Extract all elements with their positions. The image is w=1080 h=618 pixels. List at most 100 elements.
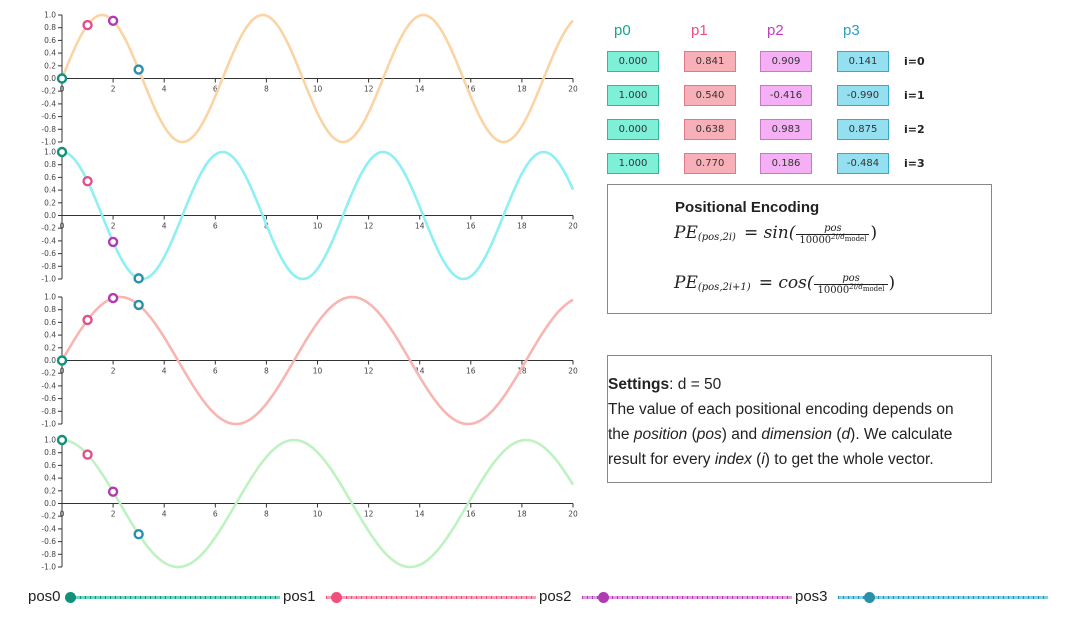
x-tick-label: 18 xyxy=(517,510,527,519)
point-p3 xyxy=(133,299,144,311)
row-label-i=1: i=1 xyxy=(904,89,925,102)
y-tick-label: -0.4 xyxy=(41,236,56,245)
y-tick-label: 0.6 xyxy=(44,173,56,182)
x-tick-label: 14 xyxy=(415,367,425,376)
f2-eq: = cos( xyxy=(758,272,814,293)
y-tick-label: 1.0 xyxy=(44,11,56,20)
slider-knob-pos2[interactable] xyxy=(597,592,609,603)
point-p1 xyxy=(82,314,93,326)
point-p3 xyxy=(133,64,144,75)
x-tick-label: 2 xyxy=(111,510,116,519)
y-tick-label: -0.6 xyxy=(41,249,56,258)
settings-label: Settings xyxy=(608,376,670,393)
y-tick-label: -0.6 xyxy=(41,112,56,121)
x-tick-label: 20 xyxy=(568,85,578,94)
point-p0 xyxy=(56,355,68,366)
cell-p3-i=1: -0.990 xyxy=(837,85,889,106)
x-tick-label: 0 xyxy=(60,222,65,231)
chart-0: 1.0 0.8 0.6 0.4 0.2 0.0 -0.2 -0.4 -0.6 -0.8 -1.0 0 2… xyxy=(41,11,578,147)
point-p0 xyxy=(56,73,68,84)
x-tick-label: 0 xyxy=(60,85,65,94)
y-tick-label: -0.2 xyxy=(41,87,56,96)
cell-p2-i=3: 0.186 xyxy=(760,153,812,174)
cell-p3-i=2: 0.875 xyxy=(837,119,889,140)
x-tick-label: 16 xyxy=(466,367,476,376)
slider-track-pos3[interactable] xyxy=(838,596,1048,599)
cell-p0-i=2: 0.000 xyxy=(607,119,659,140)
f2-exp: 2i/d xyxy=(849,283,863,291)
y-tick-label: -0.8 xyxy=(41,407,56,416)
s-l2d: ( xyxy=(832,426,842,443)
point-p0 xyxy=(56,146,68,158)
slider-knob-pos0[interactable] xyxy=(64,592,76,603)
x-tick-label: 2 xyxy=(111,367,116,376)
f1-lhs: PE xyxy=(674,222,698,243)
slider-knob-pos1[interactable] xyxy=(331,592,342,603)
point-p1 xyxy=(82,19,93,31)
x-tick-label: 12 xyxy=(364,222,374,231)
f1-sub: (pos,2i) xyxy=(697,232,736,243)
y-tick-label: -0.4 xyxy=(41,524,56,533)
x-tick-label: 8 xyxy=(264,85,269,94)
f2-num: pos xyxy=(842,273,860,284)
y-tick-label: -0.2 xyxy=(41,512,56,521)
x-tick-label: 18 xyxy=(517,367,527,376)
y-tick-label: 0.8 xyxy=(44,23,56,32)
y-tick-label: 0.0 xyxy=(44,74,56,83)
s-l3a: result for every xyxy=(608,451,715,468)
x-tick-label: 14 xyxy=(415,222,425,231)
x-tick-label: 0 xyxy=(60,510,65,519)
curve-line xyxy=(61,438,575,569)
y-tick-label: 0.4 xyxy=(44,186,56,195)
y-tick-label: 0.2 xyxy=(44,486,56,495)
slider-label-pos0: pos0 xyxy=(28,588,61,605)
cell-p2-i=0: 0.909 xyxy=(760,51,812,72)
x-tick-label: 20 xyxy=(568,367,578,376)
cell-p1-i=0: 0.841 xyxy=(684,51,736,72)
y-tick-label: 0.8 xyxy=(44,448,56,457)
settings-line1: The value of each positional encoding de… xyxy=(608,401,954,418)
x-tick-label: 16 xyxy=(466,222,476,231)
f1-num: pos xyxy=(824,223,842,234)
point-p2 xyxy=(107,486,119,497)
x-tick-label: 2 xyxy=(111,222,116,231)
y-tick-label: -0.8 xyxy=(41,125,56,134)
slider-track-pos1[interactable] xyxy=(326,596,536,599)
x-tick-label: 14 xyxy=(415,85,425,94)
slider-knob-pos3[interactable] xyxy=(864,592,875,603)
slider-label-pos1: pos1 xyxy=(283,588,316,605)
y-tick-label: 0.8 xyxy=(44,305,56,314)
f1-den: 10000 xyxy=(799,235,832,246)
s-index: index xyxy=(714,451,752,468)
pe-title: Positional Encoding xyxy=(675,199,820,216)
cell-p1-i=3: 0.770 xyxy=(684,153,736,174)
x-tick-label: 20 xyxy=(568,510,578,519)
point-p1 xyxy=(82,449,93,460)
y-tick-label: -0.4 xyxy=(41,381,56,390)
y-tick-label: 0.0 xyxy=(44,499,56,508)
slider-track-pos0[interactable] xyxy=(70,596,280,599)
cell-p0-i=3: 1.000 xyxy=(607,153,659,174)
cell-p3-i=0: 0.141 xyxy=(837,51,889,72)
x-tick-label: 4 xyxy=(162,367,167,376)
s-d: d xyxy=(841,426,851,443)
y-tick-label: 0.6 xyxy=(44,461,56,470)
y-tick-label: 0.0 xyxy=(44,211,56,220)
f2-model: model xyxy=(862,285,885,293)
f2-fraction: pos 100002i/dmodel xyxy=(814,273,888,296)
y-tick-label: -0.2 xyxy=(41,224,56,233)
header-p0: p0 xyxy=(614,22,631,39)
x-tick-label: 10 xyxy=(313,85,323,94)
y-tick-label: -1.0 xyxy=(41,138,56,147)
s-l2e: ). We calculate xyxy=(850,426,953,443)
s-l3c: ) to get the whole vector. xyxy=(764,451,934,468)
curve-line xyxy=(60,13,574,144)
x-tick-label: 0 xyxy=(60,367,65,376)
chart-3: 1.0 0.8 0.6 0.4 0.2 0.0 -0.2 -0.4 -0.6 -0.8 -1.0 0 2… xyxy=(41,434,578,572)
x-tick-label: 18 xyxy=(517,222,527,231)
slider-track-pos2[interactable] xyxy=(582,596,792,599)
x-tick-label: 4 xyxy=(162,510,167,519)
sine-cosine-plots: 1.0 0.8 0.6 0.4 0.2 0.0 -0.2 -0.4 -0.6 -0.8 -1.0 0 2… xyxy=(41,11,578,572)
s-l3b: ( xyxy=(751,451,762,468)
y-tick-label: 0.4 xyxy=(44,474,56,483)
